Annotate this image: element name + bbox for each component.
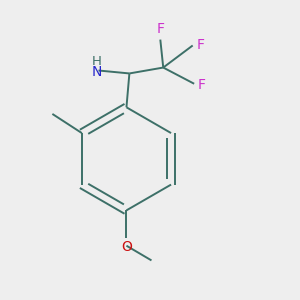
Text: O: O	[121, 240, 132, 254]
Text: H: H	[92, 55, 102, 68]
Text: F: F	[198, 78, 206, 92]
Text: F: F	[156, 22, 164, 36]
Text: N: N	[92, 65, 102, 79]
Text: F: F	[196, 38, 204, 52]
